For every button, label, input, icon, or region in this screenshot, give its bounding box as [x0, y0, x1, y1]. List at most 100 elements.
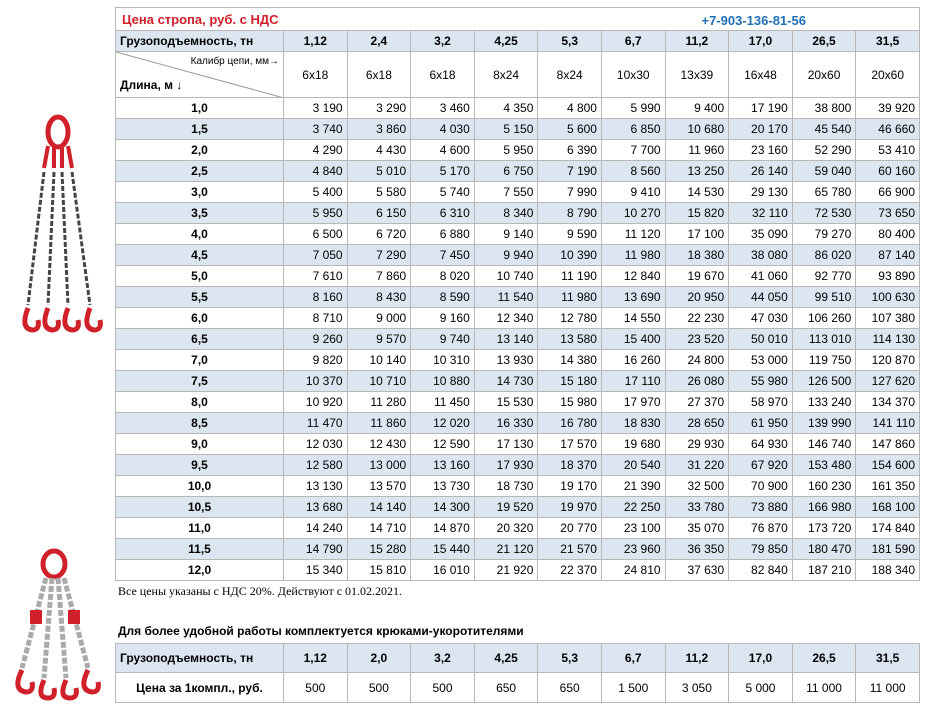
- price: 14 240: [283, 517, 348, 539]
- price-row: 10,0 13 130 13 570 13 730 18 730 19 170 21 390…: [115, 475, 920, 497]
- length: 4,0: [115, 223, 284, 245]
- price: 154 600: [855, 454, 920, 476]
- hooks-price: 11 000: [791, 672, 857, 703]
- price: 13 690: [600, 286, 666, 308]
- price: 32 110: [728, 202, 793, 224]
- hooks-price-label: Цена за 1компл., руб.: [115, 672, 284, 703]
- hooks-capacity: 3,2: [410, 643, 475, 673]
- price: 53 410: [855, 139, 920, 161]
- hooks-capacity: 1,12: [283, 643, 348, 673]
- price: 10 880: [410, 370, 475, 392]
- length: 6,5: [115, 328, 284, 350]
- price: 3 190: [283, 97, 348, 119]
- price: 14 870: [410, 517, 475, 539]
- price: 9 000: [346, 307, 412, 329]
- price: 3 290: [346, 97, 412, 119]
- price: 7 610: [283, 265, 348, 287]
- price: 13 130: [283, 475, 348, 497]
- price: 52 290: [791, 139, 857, 161]
- price: 5 950: [473, 139, 539, 161]
- caliber: 8x24: [537, 51, 602, 98]
- price-row: 11,5 14 790 15 280 15 440 21 120 21 570 23 960…: [115, 538, 920, 560]
- price: 5 600: [537, 118, 602, 140]
- price: 9 160: [410, 307, 475, 329]
- caliber: 13x39: [664, 51, 730, 98]
- price: 82 840: [728, 559, 793, 581]
- price: 61 950: [728, 412, 793, 434]
- length: 3,0: [115, 181, 284, 203]
- length: 10,5: [115, 496, 284, 518]
- length: 8,0: [115, 391, 284, 413]
- price: 147 860: [855, 433, 920, 455]
- hooks-price: 1 500: [600, 672, 666, 703]
- price: 160 230: [791, 475, 857, 497]
- price-table: Цена стропа, руб. с НДС +7-903-136-81-56…: [115, 7, 920, 581]
- price: 21 920: [473, 559, 539, 581]
- price: 70 900: [728, 475, 793, 497]
- hooks-capacity-row: Грузоподъемность, тн 1,12 2,0 3,2 4,25 5,3 6,7…: [115, 643, 920, 673]
- price: 5 990: [600, 97, 666, 119]
- price-row: 1,5 3 740 3 860 4 030 5 150 5 600 6 850 10 680 2…: [115, 118, 920, 140]
- price: 29 930: [664, 433, 730, 455]
- price-row: 12,0 15 340 15 810 16 010 21 920 22 370 24 810…: [115, 559, 920, 581]
- price: 12 030: [283, 433, 348, 455]
- price: 19 670: [664, 265, 730, 287]
- hooks-price: 3 050: [664, 672, 730, 703]
- price-row: 3,5 5 950 6 150 6 310 8 340 8 790 10 270 15 820…: [115, 202, 920, 224]
- price: 20 170: [728, 118, 793, 140]
- price: 14 380: [537, 349, 602, 371]
- price: 15 820: [664, 202, 730, 224]
- price: 8 790: [537, 202, 602, 224]
- price: 133 240: [791, 391, 857, 413]
- price: 46 660: [855, 118, 920, 140]
- length: 3,5: [115, 202, 284, 224]
- price: 6 750: [473, 160, 539, 182]
- price: 4 840: [283, 160, 348, 182]
- price: 9 590: [537, 223, 602, 245]
- length: 7,5: [115, 370, 284, 392]
- price: 168 100: [855, 496, 920, 518]
- price: 16 010: [410, 559, 475, 581]
- price: 12 580: [283, 454, 348, 476]
- price: 107 380: [855, 307, 920, 329]
- price: 60 160: [855, 160, 920, 182]
- price: 87 140: [855, 244, 920, 266]
- price: 44 050: [728, 286, 793, 308]
- hooks-capacity: 31,5: [855, 643, 920, 673]
- hooks-price: 500: [283, 672, 348, 703]
- price: 6 310: [410, 202, 475, 224]
- price-row: 10,5 13 680 14 140 14 300 19 520 19 970 22 250…: [115, 496, 920, 518]
- hooks-capacity: 5,3: [537, 643, 602, 673]
- price: 14 300: [410, 496, 475, 518]
- hooks-capacity: 26,5: [791, 643, 857, 673]
- price: 10 710: [346, 370, 412, 392]
- price: 11 450: [410, 391, 475, 413]
- caliber: 6x18: [346, 51, 412, 98]
- price: 5 400: [283, 181, 348, 203]
- price: 20 320: [473, 517, 539, 539]
- title-cell: Цена стропа, руб. с НДС +7-903-136-81-56: [115, 7, 920, 31]
- hooks-table: Грузоподъемность, тн 1,12 2,0 3,2 4,25 5,3 6,7…: [115, 643, 920, 703]
- price: 11 960: [664, 139, 730, 161]
- price: 173 720: [791, 517, 857, 539]
- price: 13 250: [664, 160, 730, 182]
- price: 8 160: [283, 286, 348, 308]
- price: 13 140: [473, 328, 539, 350]
- price: 9 400: [664, 97, 730, 119]
- price: 113 010: [791, 328, 857, 350]
- price: 10 140: [346, 349, 412, 371]
- price: 13 930: [473, 349, 539, 371]
- caliber: 10x30: [600, 51, 666, 98]
- price: 5 580: [346, 181, 412, 203]
- price: 19 970: [537, 496, 602, 518]
- caliber: 6x18: [410, 51, 475, 98]
- price: 16 260: [600, 349, 666, 371]
- price: 17 930: [473, 454, 539, 476]
- price: 55 980: [728, 370, 793, 392]
- price: 23 520: [664, 328, 730, 350]
- hooks-capacity: 11,2: [664, 643, 730, 673]
- price: 73 880: [728, 496, 793, 518]
- price: 7 990: [537, 181, 602, 203]
- length: 9,0: [115, 433, 284, 455]
- price: 100 630: [855, 286, 920, 308]
